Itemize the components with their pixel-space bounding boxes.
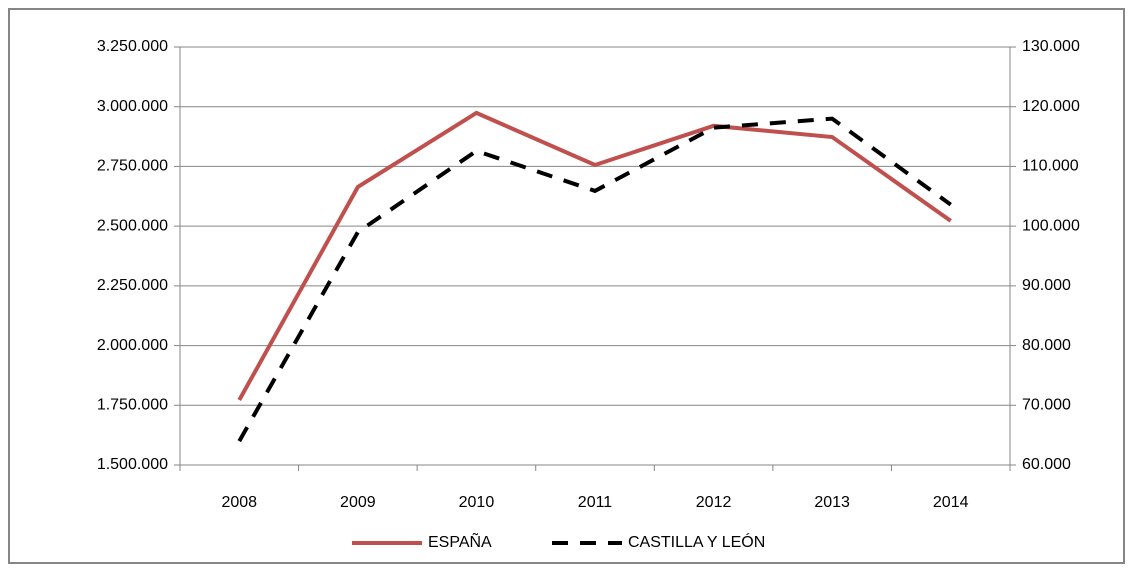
- y2-tick-label: 110.000: [1022, 158, 1079, 175]
- series-line: [237, 116, 952, 443]
- y-tick-label: 3.000.000: [97, 98, 168, 115]
- y2-tick-label: 90.000: [1022, 277, 1071, 294]
- y2-tick-label: 70.000: [1022, 397, 1071, 414]
- y-tick-label: 2.000.000: [97, 337, 168, 354]
- y-tick-label: 3.250.000: [97, 38, 168, 55]
- y2-tick-label: 130.000: [1022, 38, 1080, 55]
- legend-label: ESPAÑA: [428, 531, 492, 551]
- x-tick-label: 2010: [459, 494, 495, 511]
- y-tick-label: 1.500.000: [97, 456, 168, 473]
- x-tick-label: 2014: [933, 494, 969, 511]
- y2-tick-label: 120.000: [1022, 98, 1080, 115]
- y-tick-label: 2.750.000: [97, 158, 168, 175]
- y-tick-label: 2.250.000: [97, 277, 168, 294]
- x-tick-label: 2011: [578, 494, 613, 511]
- x-tick-label: 2012: [696, 494, 732, 511]
- y2-tick-label: 60.000: [1022, 456, 1071, 473]
- y-tick-label: 2.500.000: [97, 217, 168, 234]
- x-tick-label: 2013: [814, 494, 850, 511]
- y-tick-label: 1.750.000: [97, 397, 168, 414]
- legend-label: CASTILLA Y LEÓN: [628, 532, 765, 551]
- x-tick-label: 2009: [340, 494, 376, 511]
- series-line: [237, 110, 952, 402]
- x-tick-label: 2008: [221, 494, 257, 511]
- y2-tick-label: 80.000: [1022, 337, 1071, 354]
- y2-tick-label: 100.000: [1022, 217, 1080, 234]
